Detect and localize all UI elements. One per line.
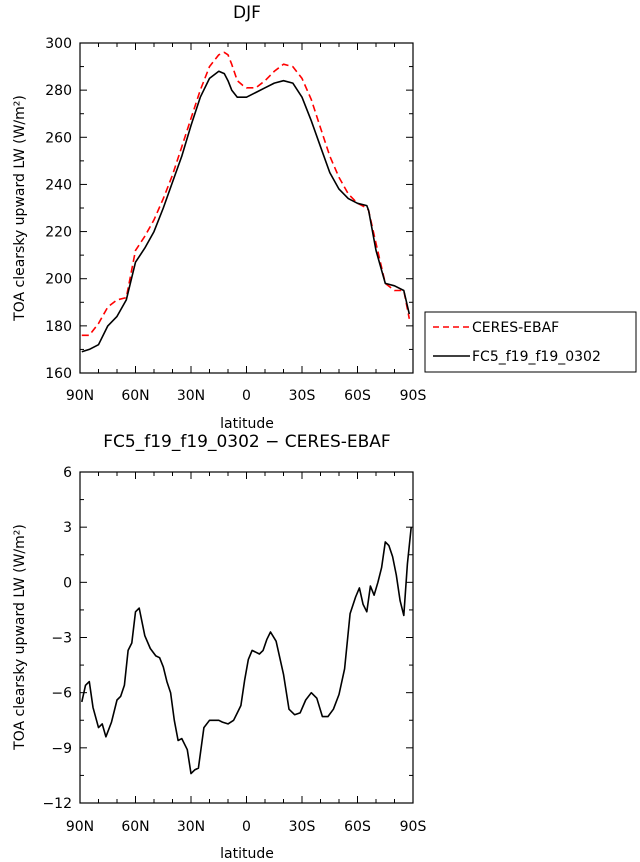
top-y-tick-labels: 160 180 200 220 240 260 280 300	[45, 36, 72, 382]
bottom-series-lines	[81, 527, 412, 775]
top-x-tick-labels: 90N 60N 30N 0 30S 60S 90S	[66, 388, 427, 404]
bottom-x-tick-labels: 90N 60N 30N 0 30S 60S 90S	[66, 819, 427, 835]
legend: CERES-EBAF FC5_f19_f19_0302	[424, 311, 637, 373]
x-tick-label: 30N	[177, 388, 205, 404]
top-series-lines	[81, 51, 411, 353]
x-tick-label: 90S	[400, 388, 427, 404]
top-y-axis-label: TOA clearsky upward LW (W/m²)	[12, 95, 28, 322]
legend-label-ceres: CERES-EBAF	[472, 320, 559, 336]
x-tick-label: 90S	[400, 819, 427, 835]
y-tick-label: 160	[45, 366, 72, 382]
bottom-chart-title: FC5_f19_f19_0302 − CERES-EBAF	[103, 432, 390, 452]
y-tick-label: −12	[42, 796, 72, 812]
y-tick-label: 220	[45, 225, 72, 241]
y-tick-label: 260	[45, 130, 72, 146]
bottom-plot-frame	[79, 471, 414, 804]
x-tick-label: 0	[242, 819, 251, 835]
x-tick-label: 90N	[66, 819, 94, 835]
y-tick-label: 280	[45, 83, 72, 99]
y-tick-label: 6	[63, 465, 72, 481]
x-tick-label: 90N	[66, 388, 94, 404]
legend-label-model: FC5_f19_f19_0302	[472, 349, 601, 365]
bottom-ticks	[79, 471, 414, 804]
bottom-panel: FC5_f19_f19_0302 − CERES-EBAF 90N 60N 30N 0…	[12, 432, 426, 862]
x-tick-label: 60N	[121, 819, 149, 835]
y-tick-label: 200	[45, 272, 72, 288]
y-tick-label: 3	[63, 520, 72, 536]
y-tick-label: 0	[63, 575, 72, 591]
y-tick-label: −9	[51, 741, 72, 757]
top-x-axis-label: latitude	[220, 416, 274, 432]
bottom-y-tick-labels: −12 −9 −6 −3 0 3 6	[42, 465, 72, 812]
top-plot-frame	[79, 42, 414, 374]
x-tick-label: 30S	[289, 819, 316, 835]
x-tick-label: 30S	[289, 388, 316, 404]
y-tick-label: 180	[45, 319, 72, 335]
x-tick-label: 60S	[344, 388, 371, 404]
y-tick-label: 240	[45, 177, 72, 193]
x-tick-label: 30N	[177, 819, 205, 835]
top-ticks	[79, 42, 414, 374]
top-panel: DJF 90N 60N 30N 0 30S 60S 90S 160 180 200 220 240 2…	[12, 3, 426, 432]
legend-box	[424, 311, 637, 373]
x-tick-label: 60S	[344, 819, 371, 835]
series-line-difference	[81, 527, 412, 775]
y-tick-label: −3	[51, 631, 72, 647]
series-line-ceres-ebaf	[81, 51, 411, 337]
y-tick-label: −6	[51, 686, 72, 702]
x-tick-label: 0	[242, 388, 251, 404]
bottom-x-axis-label: latitude	[220, 846, 274, 862]
top-chart-title: DJF	[233, 3, 261, 23]
bottom-y-axis-label: TOA clearsky upward LW (W/m²)	[12, 524, 28, 751]
series-line-fc5-model	[81, 70, 411, 353]
y-tick-label: 300	[45, 36, 72, 52]
x-tick-label: 60N	[121, 388, 149, 404]
